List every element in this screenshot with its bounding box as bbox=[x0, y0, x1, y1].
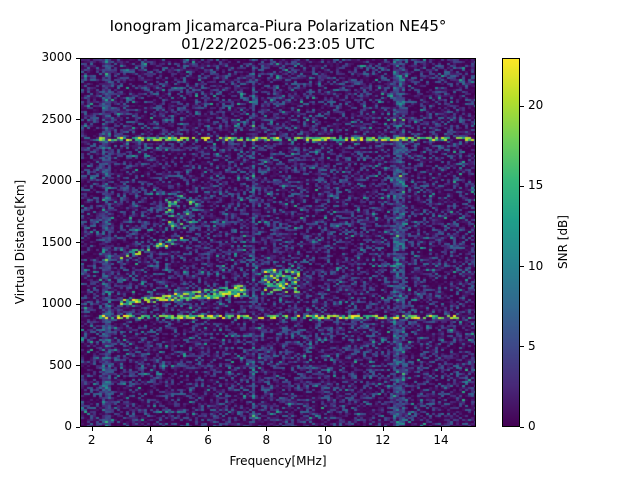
y-axis-title: Virtual Distance[Km] bbox=[13, 179, 27, 305]
x-tick-label: 6 bbox=[204, 433, 212, 447]
colorbar-title: SNR [dB] bbox=[556, 215, 570, 269]
x-tick bbox=[149, 427, 151, 431]
x-tick bbox=[91, 427, 93, 431]
x-tick-label: 12 bbox=[375, 433, 391, 447]
y-tick bbox=[76, 119, 80, 120]
y-tick-label: 2000 bbox=[41, 173, 72, 187]
ionogram-heatmap bbox=[80, 58, 476, 427]
colorbar-tick bbox=[520, 185, 524, 187]
chart-subtitle: 01/22/2025-06:23:05 UTC bbox=[181, 35, 375, 53]
y-tick bbox=[76, 57, 80, 59]
y-tick bbox=[76, 242, 80, 243]
y-tick bbox=[76, 303, 80, 305]
x-axis-title: Frequency[MHz] bbox=[229, 454, 327, 468]
x-tick bbox=[208, 427, 210, 431]
x-tick-label: 14 bbox=[433, 433, 449, 447]
y-tick bbox=[76, 365, 80, 366]
y-tick bbox=[76, 180, 80, 182]
colorbar-tick-label: 0 bbox=[528, 419, 536, 433]
colorbar bbox=[502, 58, 520, 427]
colorbar-tick bbox=[520, 426, 524, 428]
y-tick-label: 2500 bbox=[41, 111, 72, 126]
x-tick-label: 8 bbox=[262, 433, 271, 447]
colorbar-tick bbox=[520, 105, 524, 107]
y-tick-label: 1000 bbox=[41, 296, 72, 310]
x-tick-label: 2 bbox=[87, 433, 96, 447]
x-tick-label: 10 bbox=[316, 433, 333, 447]
colorbar-tick-label: 20 bbox=[528, 98, 544, 113]
y-tick-label: 3000 bbox=[41, 50, 72, 64]
x-tick-label: 4 bbox=[146, 433, 154, 447]
heatmap-canvas bbox=[81, 59, 475, 426]
y-tick bbox=[76, 426, 80, 428]
colorbar-tick bbox=[520, 346, 524, 348]
colorbar-tick-label: 5 bbox=[528, 338, 536, 353]
colorbar-tick-label: 10 bbox=[528, 258, 544, 273]
chart-title: Ionogram Jicamarca-Piura Polarization NE… bbox=[109, 17, 447, 35]
x-tick bbox=[266, 427, 268, 431]
y-tick-label: 1500 bbox=[41, 234, 72, 249]
colorbar-tick bbox=[520, 266, 524, 268]
x-tick bbox=[324, 427, 326, 431]
x-tick bbox=[441, 427, 443, 431]
x-tick bbox=[382, 427, 384, 431]
colorbar-tick-label: 15 bbox=[528, 178, 544, 193]
y-tick-label: 500 bbox=[49, 357, 72, 372]
y-tick-label: 0 bbox=[64, 419, 72, 433]
